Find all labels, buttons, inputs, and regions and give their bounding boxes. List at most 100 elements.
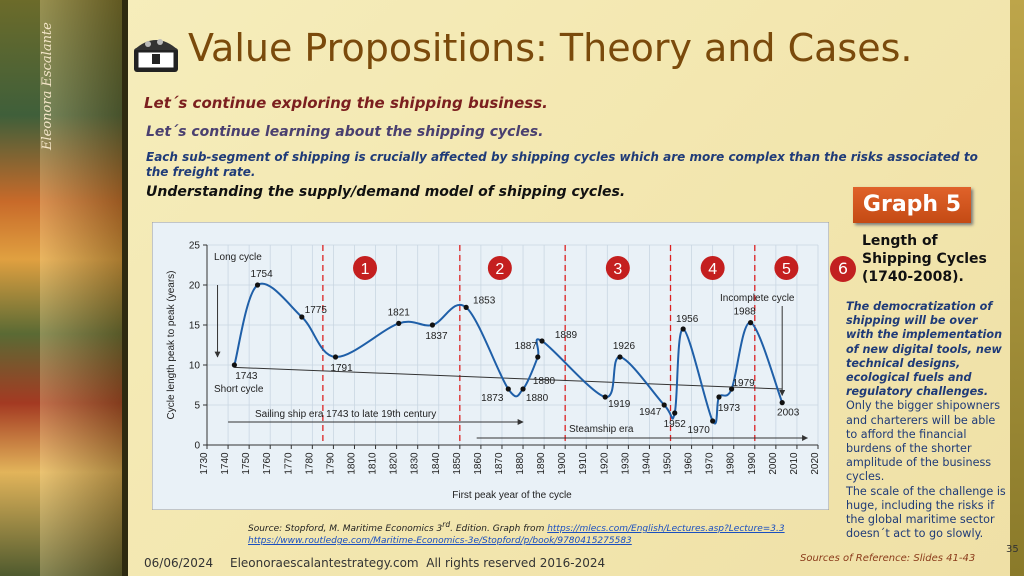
data-point	[729, 386, 735, 392]
x-tick-label: 1750	[241, 452, 252, 475]
sidebar-text: The democratization of shipping will be …	[846, 300, 1006, 541]
point-label: 1775	[305, 305, 328, 316]
x-tick-label: 2000	[768, 452, 779, 475]
point-label: 1743	[235, 371, 258, 382]
y-tick-label: 20	[189, 281, 201, 292]
chest-icon	[134, 39, 178, 72]
cycle-marker	[487, 256, 512, 280]
x-axis-label: First peak year of the cycle	[452, 490, 572, 501]
copyright: Eleonoraescalantestrategy.com All rights…	[230, 556, 606, 570]
x-tick-label: 1730	[199, 452, 210, 475]
data-point	[661, 402, 667, 408]
point-label: 1956	[676, 314, 699, 325]
source-text: Source: Stopford, M. Maritime Economics …	[248, 524, 443, 534]
data-point	[505, 386, 511, 392]
annotation: 1880	[533, 376, 556, 387]
cycle-marker	[700, 256, 725, 280]
cycle-marker	[605, 256, 630, 280]
cycle-number: 3	[613, 261, 622, 278]
x-tick-label: 1790	[325, 452, 336, 475]
x-tick-label: 1940	[641, 452, 652, 475]
y-axis-label: Cycle length peak to peak (years)	[166, 271, 177, 420]
cycle-marker	[353, 256, 378, 280]
data-point	[231, 362, 237, 368]
point-label: 1791	[330, 363, 353, 374]
point-label: 1988	[733, 307, 756, 318]
page-number: 35	[1006, 544, 1019, 555]
x-tick-label: 1760	[262, 452, 273, 475]
x-tick-label: 1820	[389, 452, 400, 475]
x-tick-label: 1990	[747, 452, 758, 475]
sidebar-paragraph: The scale of the challenge is huge, incl…	[846, 484, 1006, 541]
point-label: 1926	[613, 341, 636, 352]
data-point	[396, 320, 402, 326]
subtitle: Let´s continue learning about the shippi…	[146, 124, 544, 140]
x-tick-label: 1920	[599, 452, 610, 475]
data-point	[254, 282, 261, 288]
source-text: . Edition. Graph from	[450, 524, 548, 534]
cycle-number: 6	[830, 256, 856, 282]
cycle-number: 2	[495, 261, 504, 278]
x-tick-label: 1830	[410, 452, 421, 475]
separator	[122, 0, 128, 576]
point-label: 1952	[664, 419, 687, 430]
sidebar-bold: The democratization of shipping will be …	[846, 300, 1003, 399]
annotation: Long cycle	[214, 252, 262, 263]
subtitle: Each sub-segment of shipping is cruciall…	[146, 150, 978, 179]
slide-title: Value Propositions: Theory and Cases.	[188, 26, 913, 70]
cycle-marker	[774, 256, 799, 280]
cycle-number: 1	[361, 261, 370, 278]
data-point	[672, 410, 678, 416]
x-tick-label: 1850	[452, 452, 463, 475]
x-tick-label: 1950	[663, 452, 674, 475]
cycle-curve	[233, 282, 784, 425]
point-label: 1853	[473, 295, 496, 306]
link[interactable]: https://www.routledge.com/Maritime-Econo…	[248, 536, 632, 546]
decorative-strip	[1010, 0, 1024, 576]
point-label: 1880	[526, 393, 549, 404]
x-tick-label: 1860	[473, 452, 484, 475]
sidebar-heading: Length of Shipping Cycles (1740-2008).	[862, 233, 987, 285]
x-tick-label: 2020	[810, 452, 821, 475]
trend-line	[234, 366, 783, 390]
data-point	[779, 400, 785, 406]
y-tick-label: 10	[189, 361, 201, 372]
sidebar-paragraph: Only the bigger shipowners and charterer…	[846, 399, 1001, 484]
graph-badge: Graph 5	[853, 187, 971, 223]
annotation: Incomplete cycle	[720, 293, 795, 304]
decorative-art	[0, 0, 122, 576]
x-tick-label: 2010	[789, 452, 800, 475]
cycle-number: 4	[708, 261, 717, 278]
x-tick-label: 1780	[304, 452, 315, 475]
point-label: 1973	[718, 403, 741, 414]
data-point	[716, 394, 722, 400]
point-label: 2003	[777, 408, 800, 419]
cycle-number: 5	[782, 261, 791, 278]
signature: Eleonora Escalante	[40, 22, 55, 150]
x-tick-label: 1970	[705, 452, 716, 475]
data-point	[710, 418, 716, 424]
y-tick-label: 0	[194, 441, 200, 452]
data-point	[617, 354, 623, 360]
annotation: Sailing ship era 1743 to late 19th centu…	[255, 409, 436, 420]
source-text: rd	[442, 520, 451, 529]
subtitle: Let´s continue exploring the shipping bu…	[144, 94, 548, 112]
point-label: 1873	[481, 393, 504, 404]
point-label: 1887	[515, 341, 538, 352]
data-point	[747, 320, 754, 326]
references: Sources of Reference: Slides 41-43	[800, 553, 976, 564]
point-label: 1754	[250, 269, 273, 280]
x-tick-label: 1980	[726, 452, 737, 475]
point-label: 1821	[388, 307, 411, 318]
x-tick-label: 1800	[346, 452, 357, 475]
data-point	[535, 354, 541, 360]
annotation: Short cycle	[214, 384, 264, 395]
data-point	[602, 394, 608, 400]
x-tick-label: 1770	[283, 452, 294, 475]
x-tick-label: 1840	[431, 452, 442, 475]
data-point	[520, 386, 526, 392]
link[interactable]: https://mlecs.com/English/Lectures.asp?L…	[547, 524, 785, 534]
x-tick-label: 1890	[536, 452, 547, 475]
decorative-art-overlay	[40, 0, 122, 576]
